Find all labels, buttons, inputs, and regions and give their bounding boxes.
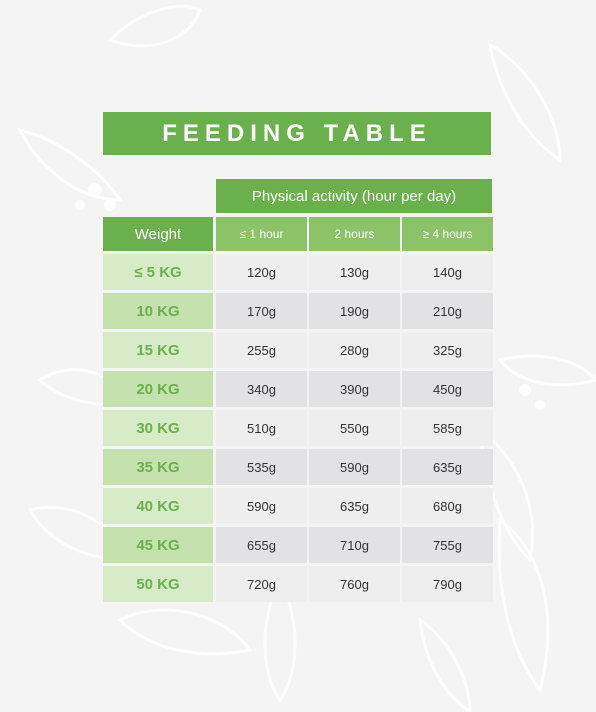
table-cell: 550g — [309, 410, 400, 446]
table-cell: 755g — [402, 527, 493, 563]
column-header-2-hours: 2 hours — [309, 217, 400, 251]
table-cell: 340g — [216, 371, 307, 407]
weight-cell: 40 KG — [103, 488, 213, 524]
table-cell: 760g — [309, 566, 400, 602]
table-cell: 120g — [216, 254, 307, 290]
table-cell: 585g — [402, 410, 493, 446]
table-row: 20 KG 340g 390g 450g — [0, 371, 596, 407]
table-row: 45 KG 655g 710g 755g — [0, 527, 596, 563]
column-header-1-hour: ≤ 1 hour — [216, 217, 307, 251]
table-cell: 140g — [402, 254, 493, 290]
table-cell: 325g — [402, 332, 493, 368]
page-title: FEEDING TABLE — [103, 112, 491, 155]
table-cell: 255g — [216, 332, 307, 368]
table-cell: 655g — [216, 527, 307, 563]
table-cell: 510g — [216, 410, 307, 446]
weight-cell: 30 KG — [103, 410, 213, 446]
weight-cell: 10 KG — [103, 293, 213, 329]
table-cell: 535g — [216, 449, 307, 485]
weight-cell: ≤ 5 KG — [103, 254, 213, 290]
table-cell: 635g — [402, 449, 493, 485]
weight-cell: 50 KG — [103, 566, 213, 602]
weight-column-header: Weight — [103, 217, 213, 251]
physical-activity-header: Physical activity (hour per day) — [216, 179, 492, 213]
table-cell: 590g — [216, 488, 307, 524]
table-row: 50 KG 720g 760g 790g — [0, 566, 596, 602]
table-cell: 130g — [309, 254, 400, 290]
weight-cell: 15 KG — [103, 332, 213, 368]
table-row: 40 KG 590g 635g 680g — [0, 488, 596, 524]
table-cell: 710g — [309, 527, 400, 563]
table-row: 10 KG 170g 190g 210g — [0, 293, 596, 329]
table-cell: 170g — [216, 293, 307, 329]
table-cell: 280g — [309, 332, 400, 368]
column-header-4-hours: ≥ 4 hours — [402, 217, 493, 251]
table-cell: 210g — [402, 293, 493, 329]
table-cell: 390g — [309, 371, 400, 407]
weight-cell: 45 KG — [103, 527, 213, 563]
table-cell: 720g — [216, 566, 307, 602]
table-cell: 590g — [309, 449, 400, 485]
table-cell: 635g — [309, 488, 400, 524]
table-row: 30 KG 510g 550g 585g — [0, 410, 596, 446]
weight-cell: 35 KG — [103, 449, 213, 485]
table-cell: 450g — [402, 371, 493, 407]
table-cell: 190g — [309, 293, 400, 329]
table-row: 15 KG 255g 280g 325g — [0, 332, 596, 368]
table-row: 35 KG 535g 590g 635g — [0, 449, 596, 485]
table-cell: 790g — [402, 566, 493, 602]
table-cell: 680g — [402, 488, 493, 524]
table-row: ≤ 5 KG 120g 130g 140g — [0, 254, 596, 290]
weight-cell: 20 KG — [103, 371, 213, 407]
